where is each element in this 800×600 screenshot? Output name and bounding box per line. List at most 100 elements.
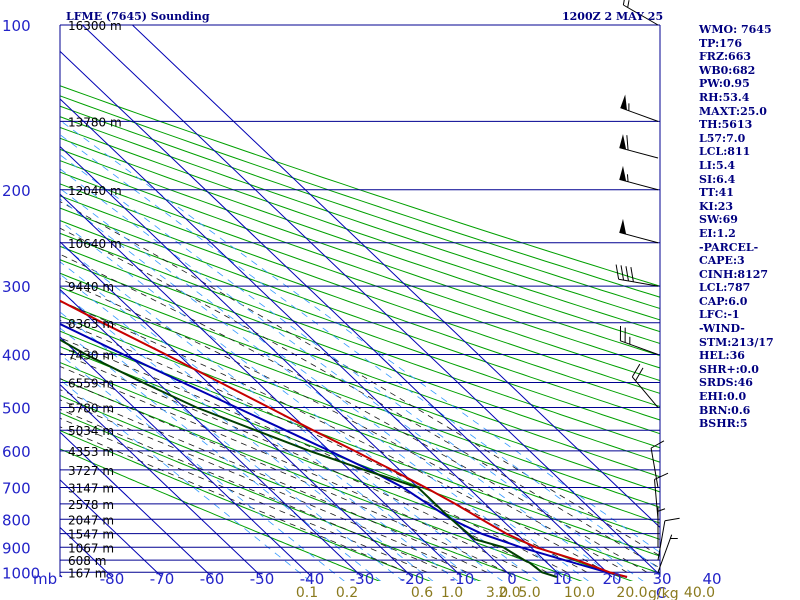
moist-adiabat bbox=[60, 278, 628, 573]
wind-barb-flag bbox=[654, 472, 669, 480]
mixing-ratio-label: 0.2 bbox=[336, 585, 358, 600]
moist-adiabat bbox=[60, 366, 528, 573]
index-line: BSHR:5 bbox=[699, 417, 748, 431]
mixing-ratio-lines bbox=[60, 121, 660, 581]
index-line: PW:0.95 bbox=[699, 77, 750, 91]
index-line: LI:5.4 bbox=[699, 158, 736, 172]
index-line: -WIND- bbox=[699, 322, 745, 336]
index-line: WMO: 7645 bbox=[699, 23, 772, 36]
dry-adiabat bbox=[60, 378, 583, 581]
pressure-tick-label: 900 bbox=[2, 539, 31, 557]
mixing-ratio-label: 0.6 bbox=[411, 585, 433, 600]
index-line: MAXT:25.0 bbox=[699, 104, 767, 118]
height-label: 12040 m bbox=[68, 184, 122, 198]
dry-adiabat bbox=[60, 286, 660, 508]
pressure-tick-label: 200 bbox=[2, 182, 31, 200]
wind-barb-staff bbox=[623, 4, 659, 26]
parcel-trace bbox=[60, 322, 628, 578]
dry-adiabat bbox=[60, 116, 660, 321]
wind-barb-staff bbox=[657, 534, 673, 573]
dry-adiabat bbox=[60, 315, 660, 540]
dry-adiabat bbox=[60, 245, 660, 463]
temperature-tick-label: -60 bbox=[200, 570, 225, 588]
dry-adiabat bbox=[60, 195, 660, 408]
mixing-ratio-line bbox=[60, 168, 621, 581]
index-line: FRZ:663 bbox=[699, 50, 752, 64]
dry-adiabat bbox=[60, 148, 660, 357]
dry-adiabat bbox=[60, 301, 660, 524]
pressure-tick-label: 100 bbox=[2, 17, 31, 35]
wind-barb-flag bbox=[620, 265, 625, 281]
isotherm bbox=[60, 98, 563, 578]
wind-barb-pennant bbox=[620, 94, 627, 111]
height-label: 2578 m bbox=[68, 498, 114, 512]
temperature-tick-label: -70 bbox=[150, 570, 175, 588]
temperature-unit-label: C bbox=[656, 584, 666, 600]
mixing-ratio-label: 40.0 bbox=[684, 585, 715, 600]
dry-adiabat bbox=[60, 160, 660, 369]
wind-barb-flag bbox=[664, 517, 680, 522]
isotherm bbox=[60, 431, 213, 578]
dewpoint-trace bbox=[60, 338, 558, 578]
mixing-ratio-line bbox=[60, 379, 311, 581]
height-label: 3727 m bbox=[68, 464, 114, 478]
wind-barb bbox=[620, 94, 659, 122]
wind-barb-staff bbox=[618, 278, 659, 287]
dry-adiabat bbox=[60, 126, 660, 333]
mixing-ratio-line bbox=[60, 220, 539, 581]
temperature-tick-label: -10 bbox=[450, 570, 475, 588]
height-label: 6559 m bbox=[68, 376, 114, 390]
dry-adiabat bbox=[60, 105, 660, 310]
dry-adiabat bbox=[60, 85, 660, 287]
temperature-tick-label: -20 bbox=[400, 570, 425, 588]
height-label: 8363 m bbox=[68, 317, 114, 331]
height-label: 10640 m bbox=[68, 237, 122, 251]
dry-adiabat bbox=[60, 183, 660, 394]
index-line: CAP:6.0 bbox=[699, 294, 748, 308]
index-line: EHI:0.0 bbox=[699, 390, 747, 404]
dry-adiabat bbox=[60, 220, 660, 435]
index-line: BRN:0.6 bbox=[699, 403, 751, 417]
isobars bbox=[59, 24, 661, 577]
temperature-tick-label: 10 bbox=[552, 570, 571, 588]
mixing-ratio-line bbox=[60, 134, 660, 570]
isotherm bbox=[60, 193, 463, 578]
index-line: LCL:787 bbox=[699, 281, 751, 295]
index-line: SW:69 bbox=[699, 213, 738, 227]
wind-barb-half bbox=[627, 0, 630, 8]
mixing-ratio-line bbox=[60, 198, 573, 581]
moist-adiabat bbox=[60, 352, 548, 573]
index-line: L57:7.0 bbox=[699, 131, 746, 145]
dry-adiabat bbox=[60, 171, 660, 382]
index-line: TH:5613 bbox=[699, 118, 753, 132]
temperature-tick-label: 40 bbox=[702, 570, 721, 588]
index-line: -PARCEL- bbox=[699, 240, 759, 254]
wind-barb-staff bbox=[650, 448, 659, 488]
index-line: STM:213/17 bbox=[699, 335, 774, 349]
wind-barb bbox=[619, 218, 659, 244]
index-line: SRDS:46 bbox=[699, 376, 753, 390]
wind-barb-flag bbox=[650, 440, 665, 449]
temperature-tick-label: -50 bbox=[250, 570, 275, 588]
height-label: 5034 m bbox=[68, 424, 114, 438]
index-line: HEL:36 bbox=[699, 349, 745, 363]
pressure-tick-label: 300 bbox=[2, 278, 31, 296]
temperature-tick-label: -80 bbox=[100, 570, 125, 588]
pressure-tick-label: 1000 bbox=[2, 564, 40, 582]
temperature-tick-label: -30 bbox=[350, 570, 375, 588]
index-line: EI:1.2 bbox=[699, 226, 736, 240]
dry-adiabats bbox=[60, 85, 660, 581]
wind-barb bbox=[631, 363, 659, 408]
dry-adiabat bbox=[60, 412, 482, 581]
wind-barb-flag bbox=[631, 363, 641, 378]
height-label: 9440 m bbox=[68, 280, 114, 294]
dry-adiabat bbox=[60, 346, 660, 574]
mixing-ratio-line bbox=[60, 261, 477, 581]
height-label: 1067 m bbox=[68, 541, 114, 555]
mixing-ratio-line bbox=[60, 327, 382, 581]
wind-barb-flag bbox=[615, 264, 620, 280]
stability-index-panel: WMO: 7645 TP:176 FRZ:663 WB0:682 PW:0.95 RH:5… bbox=[699, 23, 799, 431]
mixing-ratio-line bbox=[60, 311, 404, 581]
dry-adiabat bbox=[60, 330, 660, 557]
